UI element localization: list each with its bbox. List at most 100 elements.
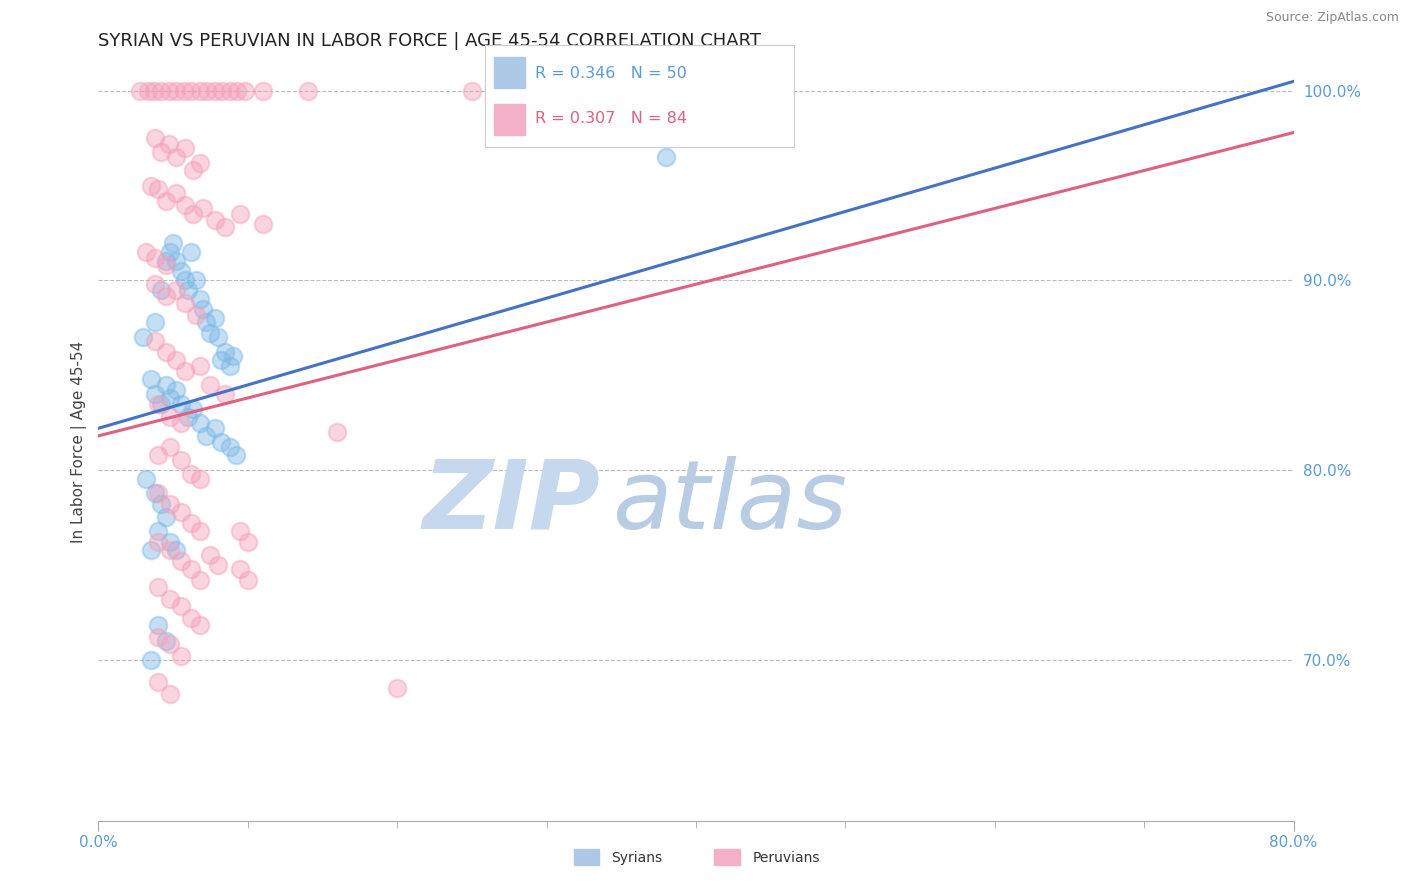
- Point: [139, 372, 162, 386]
- Point: [148, 485, 170, 500]
- Point: [174, 364, 197, 378]
- Point: [159, 637, 181, 651]
- Text: SYRIAN VS PERUVIAN IN LABOR FORCE | AGE 45-54 CORRELATION CHART: SYRIAN VS PERUVIAN IN LABOR FORCE | AGE …: [98, 32, 762, 50]
- Point: [150, 283, 173, 297]
- Point: [139, 178, 162, 193]
- Point: [204, 84, 226, 98]
- Point: [180, 561, 202, 575]
- Point: [165, 186, 187, 201]
- Point: [136, 84, 159, 98]
- Point: [135, 473, 157, 487]
- Point: [155, 345, 177, 359]
- Bar: [495, 57, 526, 87]
- Point: [157, 84, 180, 98]
- Point: [169, 648, 191, 663]
- Point: [165, 542, 187, 557]
- Point: [174, 141, 197, 155]
- Point: [181, 402, 204, 417]
- Point: [184, 308, 207, 322]
- Point: [225, 448, 247, 462]
- Point: [165, 384, 187, 398]
- Point: [159, 687, 181, 701]
- Point: [180, 467, 202, 481]
- Point: [148, 581, 170, 595]
- Point: [143, 485, 166, 500]
- Point: [207, 558, 229, 572]
- Point: [188, 293, 211, 307]
- Point: [188, 573, 211, 587]
- Point: [165, 150, 187, 164]
- Point: [191, 301, 214, 316]
- Point: [229, 524, 252, 538]
- Point: [200, 377, 222, 392]
- Point: [148, 675, 170, 690]
- Point: [155, 633, 177, 648]
- Text: R = 0.307   N = 84: R = 0.307 N = 84: [534, 111, 686, 126]
- Point: [173, 84, 195, 98]
- Point: [209, 353, 232, 368]
- Point: [297, 84, 319, 98]
- Point: [162, 235, 184, 250]
- Point: [188, 156, 211, 170]
- Point: [226, 84, 249, 98]
- Point: [169, 554, 191, 568]
- Point: [204, 421, 226, 435]
- Point: [200, 548, 222, 563]
- Point: [655, 84, 678, 98]
- Point: [174, 197, 197, 211]
- Point: [165, 283, 187, 297]
- Point: [159, 440, 181, 454]
- Point: [195, 315, 218, 329]
- Point: [730, 121, 752, 136]
- Point: [155, 288, 177, 302]
- Point: [155, 258, 177, 272]
- Point: [169, 397, 191, 411]
- Point: [159, 391, 181, 405]
- Point: [142, 84, 165, 98]
- Point: [174, 296, 197, 310]
- Point: [165, 254, 187, 268]
- Point: [214, 387, 236, 401]
- Point: [148, 524, 170, 538]
- Point: [233, 84, 256, 98]
- Point: [169, 453, 191, 467]
- Point: [219, 84, 242, 98]
- Point: [169, 264, 191, 278]
- Point: [174, 273, 197, 287]
- Point: [159, 497, 181, 511]
- Point: [148, 397, 170, 411]
- Point: [236, 573, 259, 587]
- Point: [155, 254, 177, 268]
- Bar: [495, 104, 526, 135]
- Point: [181, 163, 204, 178]
- Text: R = 0.346   N = 50: R = 0.346 N = 50: [534, 66, 686, 81]
- Point: [188, 84, 211, 98]
- Point: [148, 535, 170, 549]
- Point: [169, 599, 191, 614]
- Point: [180, 84, 202, 98]
- Point: [180, 611, 202, 625]
- Point: [143, 315, 166, 329]
- Text: Peruvians: Peruvians: [752, 851, 820, 865]
- Point: [148, 448, 170, 462]
- Point: [326, 425, 349, 439]
- Point: [180, 516, 202, 530]
- Point: [211, 84, 233, 98]
- Point: [157, 136, 180, 151]
- Point: [214, 345, 236, 359]
- Point: [150, 145, 173, 159]
- Point: [180, 244, 202, 259]
- Point: [148, 182, 170, 196]
- Point: [188, 359, 211, 373]
- Point: [169, 416, 191, 430]
- Point: [200, 326, 222, 341]
- Point: [204, 311, 226, 326]
- Point: [385, 681, 409, 695]
- Point: [229, 207, 252, 221]
- Point: [143, 277, 166, 292]
- Point: [159, 591, 181, 606]
- Point: [219, 359, 242, 373]
- Point: [188, 416, 211, 430]
- Text: ZIP: ZIP: [422, 456, 600, 549]
- Y-axis label: In Labor Force | Age 45-54: In Labor Force | Age 45-54: [72, 341, 87, 542]
